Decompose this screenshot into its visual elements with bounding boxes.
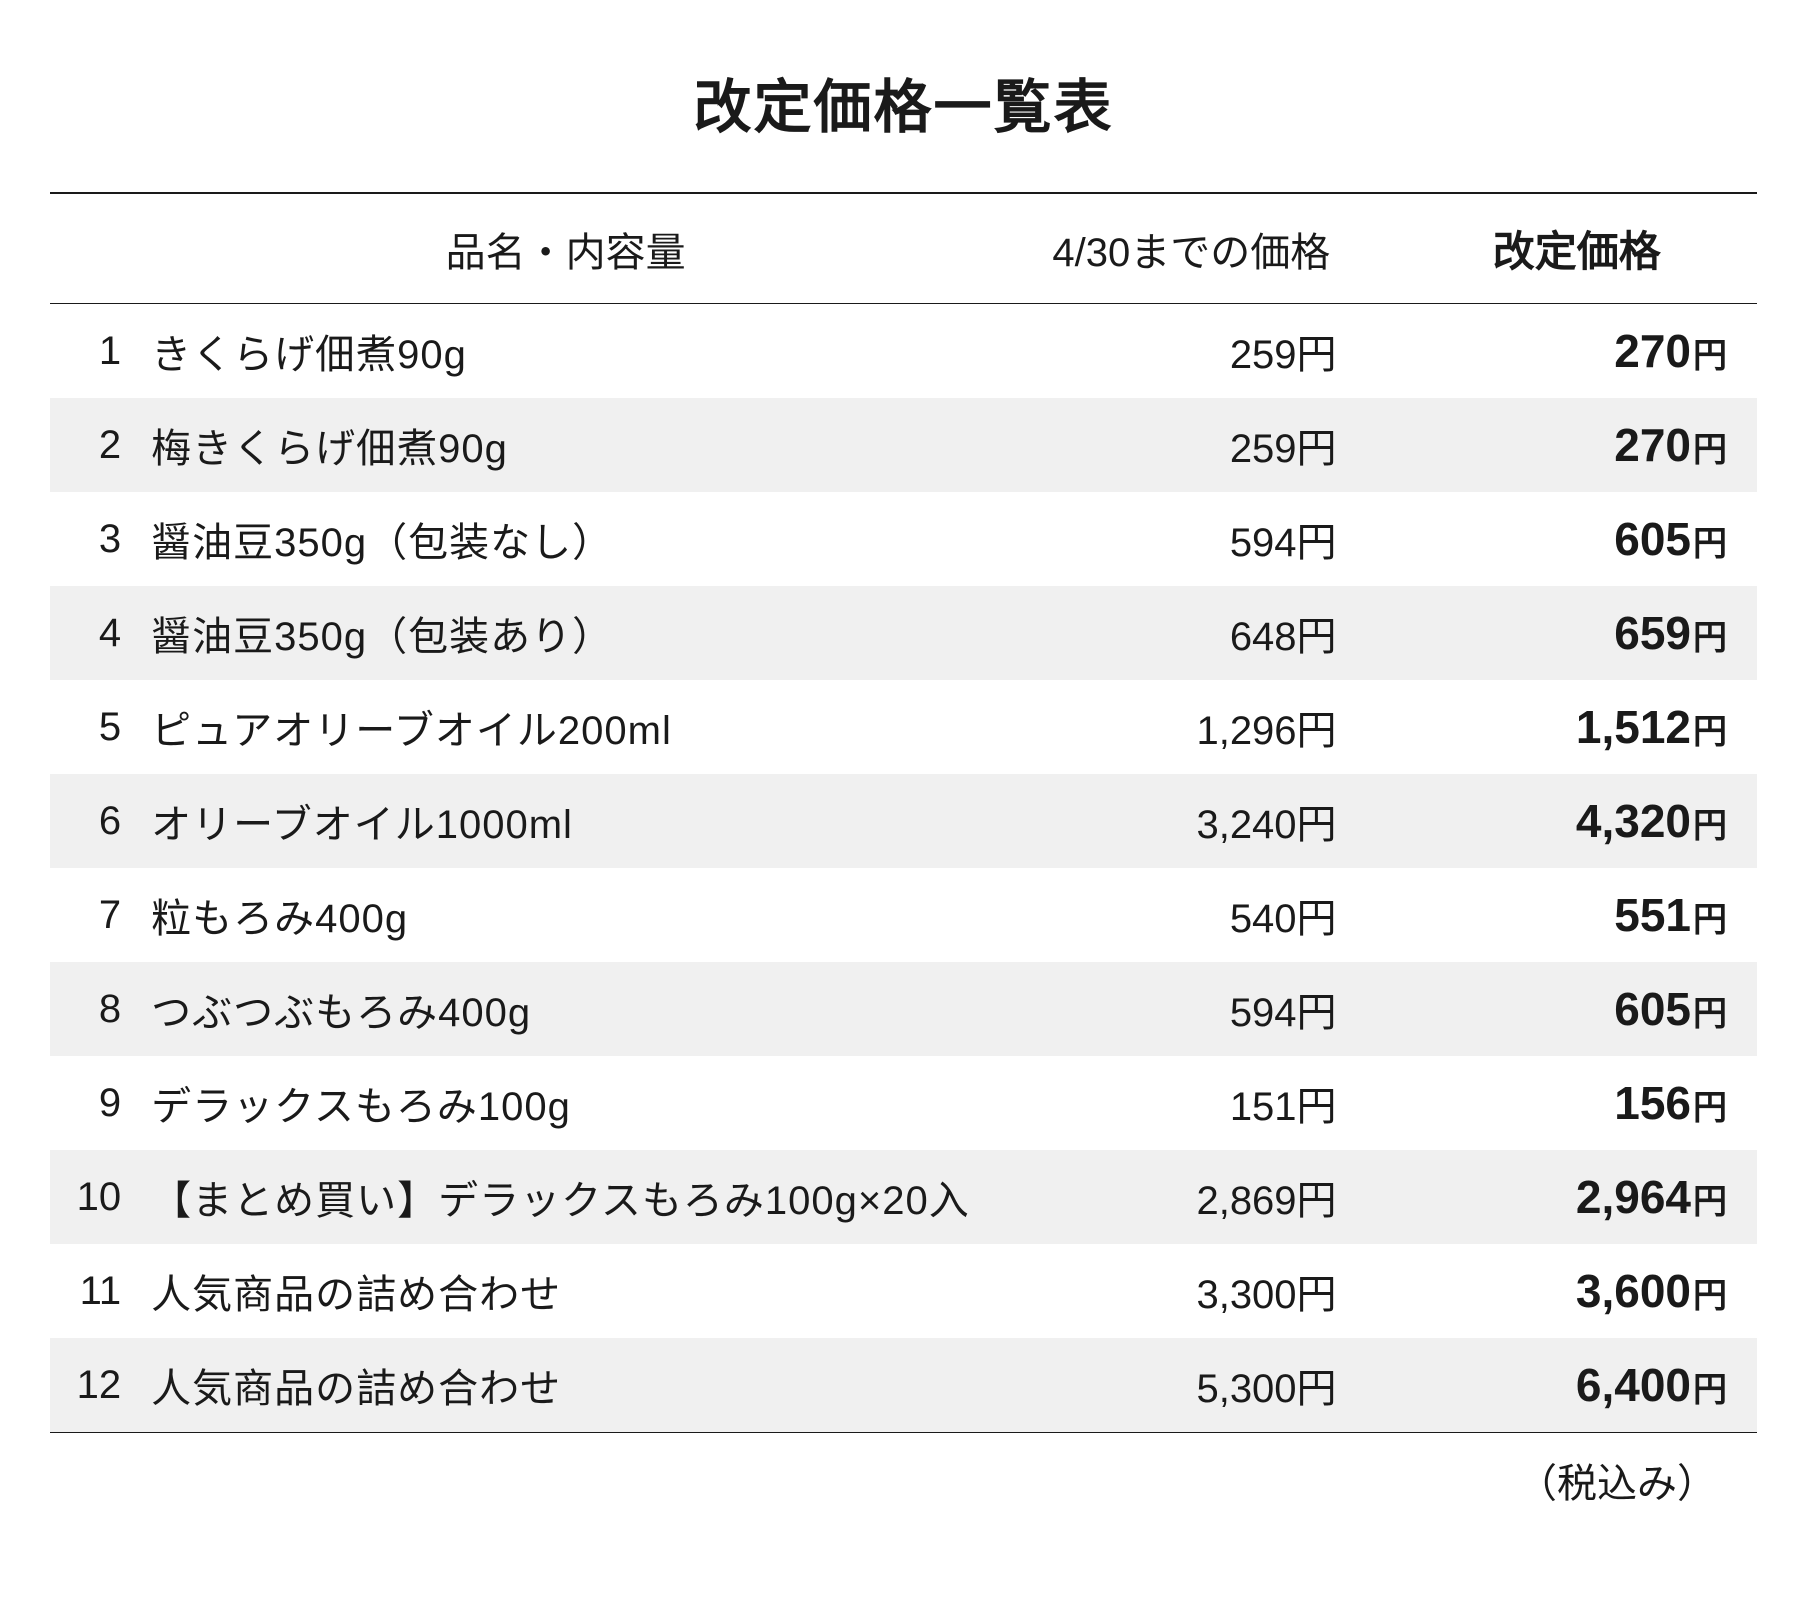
old-price: 5,300円 (986, 1338, 1396, 1433)
product-name: きくらげ佃煮90g (145, 304, 986, 399)
old-price: 151円 (986, 1056, 1396, 1150)
row-index: 3 (50, 492, 145, 586)
row-index: 8 (50, 962, 145, 1056)
new-price: 551円 (1397, 868, 1757, 962)
product-name: オリーブオイル1000ml (145, 774, 986, 868)
table-row: 3醤油豆350g（包装なし）594円605円 (50, 492, 1757, 586)
new-price: 6,400円 (1397, 1338, 1757, 1433)
new-price-value: 659 (1614, 607, 1691, 659)
currency-suffix: 円 (1693, 337, 1727, 375)
new-price-value: 551 (1614, 889, 1691, 941)
column-header-new-price: 改定価格 (1397, 193, 1757, 304)
new-price-value: 6,400 (1576, 1359, 1691, 1411)
new-price: 156円 (1397, 1056, 1757, 1150)
table-row: 7粒もろみ400g540円551円 (50, 868, 1757, 962)
currency-suffix: 円 (1693, 807, 1727, 845)
currency-suffix: 円 (1693, 1089, 1727, 1127)
new-price: 659円 (1397, 586, 1757, 680)
new-price: 605円 (1397, 492, 1757, 586)
page-title: 改定価格一覧表 (50, 60, 1757, 144)
currency-suffix: 円 (1693, 995, 1727, 1033)
old-price: 594円 (986, 492, 1396, 586)
currency-suffix: 円 (1693, 1183, 1727, 1221)
new-price: 270円 (1397, 398, 1757, 492)
currency-suffix: 円 (1693, 1277, 1727, 1315)
currency-suffix: 円 (1693, 901, 1727, 939)
new-price-value: 605 (1614, 513, 1691, 565)
product-name: 醤油豆350g（包装なし） (145, 492, 986, 586)
row-index: 11 (50, 1244, 145, 1338)
new-price-value: 156 (1614, 1077, 1691, 1129)
table-header-row: 品名・内容量 4/30までの価格 改定価格 (50, 193, 1757, 304)
new-price: 4,320円 (1397, 774, 1757, 868)
row-index: 2 (50, 398, 145, 492)
table-row: 5ピュアオリーブオイル200ml1,296円1,512円 (50, 680, 1757, 774)
row-index: 9 (50, 1056, 145, 1150)
new-price-value: 3,600 (1576, 1265, 1691, 1317)
new-price: 3,600円 (1397, 1244, 1757, 1338)
old-price: 259円 (986, 398, 1396, 492)
table-row: 6オリーブオイル1000ml3,240円4,320円 (50, 774, 1757, 868)
row-index: 5 (50, 680, 145, 774)
new-price: 605円 (1397, 962, 1757, 1056)
currency-suffix: 円 (1693, 619, 1727, 657)
column-header-index (50, 193, 145, 304)
table-row: 10【まとめ買い】デラックスもろみ100g×20入2,869円2,964円 (50, 1150, 1757, 1244)
column-header-name: 品名・内容量 (145, 193, 986, 304)
currency-suffix: 円 (1693, 431, 1727, 469)
new-price: 2,964円 (1397, 1150, 1757, 1244)
new-price-value: 270 (1614, 325, 1691, 377)
row-index: 1 (50, 304, 145, 399)
old-price: 540円 (986, 868, 1396, 962)
currency-suffix: 円 (1693, 713, 1727, 751)
table-row: 12人気商品の詰め合わせ5,300円6,400円 (50, 1338, 1757, 1433)
table-row: 2梅きくらげ佃煮90g259円270円 (50, 398, 1757, 492)
tax-note: （税込み） (50, 1451, 1757, 1509)
table-body: 1きくらげ佃煮90g259円270円2梅きくらげ佃煮90g259円270円3醤油… (50, 304, 1757, 1433)
product-name: 醤油豆350g（包装あり） (145, 586, 986, 680)
currency-suffix: 円 (1693, 1371, 1727, 1409)
row-index: 10 (50, 1150, 145, 1244)
new-price-value: 270 (1614, 419, 1691, 471)
new-price-value: 605 (1614, 983, 1691, 1035)
row-index: 7 (50, 868, 145, 962)
column-header-old-price: 4/30までの価格 (986, 193, 1396, 304)
old-price: 648円 (986, 586, 1396, 680)
table-row: 4醤油豆350g（包装あり）648円659円 (50, 586, 1757, 680)
product-name: 粒もろみ400g (145, 868, 986, 962)
table-row: 9デラックスもろみ100g151円156円 (50, 1056, 1757, 1150)
old-price: 2,869円 (986, 1150, 1396, 1244)
old-price: 1,296円 (986, 680, 1396, 774)
new-price-value: 4,320 (1576, 795, 1691, 847)
old-price: 3,240円 (986, 774, 1396, 868)
product-name: 梅きくらげ佃煮90g (145, 398, 986, 492)
row-index: 6 (50, 774, 145, 868)
product-name: つぶつぶもろみ400g (145, 962, 986, 1056)
new-price: 270円 (1397, 304, 1757, 399)
row-index: 4 (50, 586, 145, 680)
currency-suffix: 円 (1693, 525, 1727, 563)
row-index: 12 (50, 1338, 145, 1433)
new-price-value: 1,512 (1576, 701, 1691, 753)
old-price: 594円 (986, 962, 1396, 1056)
table-row: 1きくらげ佃煮90g259円270円 (50, 304, 1757, 399)
price-table: 品名・内容量 4/30までの価格 改定価格 1きくらげ佃煮90g259円270円… (50, 192, 1757, 1433)
product-name: 人気商品の詰め合わせ (145, 1244, 986, 1338)
product-name: デラックスもろみ100g (145, 1056, 986, 1150)
new-price-value: 2,964 (1576, 1171, 1691, 1223)
table-row: 8つぶつぶもろみ400g594円605円 (50, 962, 1757, 1056)
new-price: 1,512円 (1397, 680, 1757, 774)
old-price: 259円 (986, 304, 1396, 399)
old-price: 3,300円 (986, 1244, 1396, 1338)
product-name: 【まとめ買い】デラックスもろみ100g×20入 (145, 1150, 986, 1244)
table-row: 11人気商品の詰め合わせ3,300円3,600円 (50, 1244, 1757, 1338)
product-name: ピュアオリーブオイル200ml (145, 680, 986, 774)
product-name: 人気商品の詰め合わせ (145, 1338, 986, 1433)
